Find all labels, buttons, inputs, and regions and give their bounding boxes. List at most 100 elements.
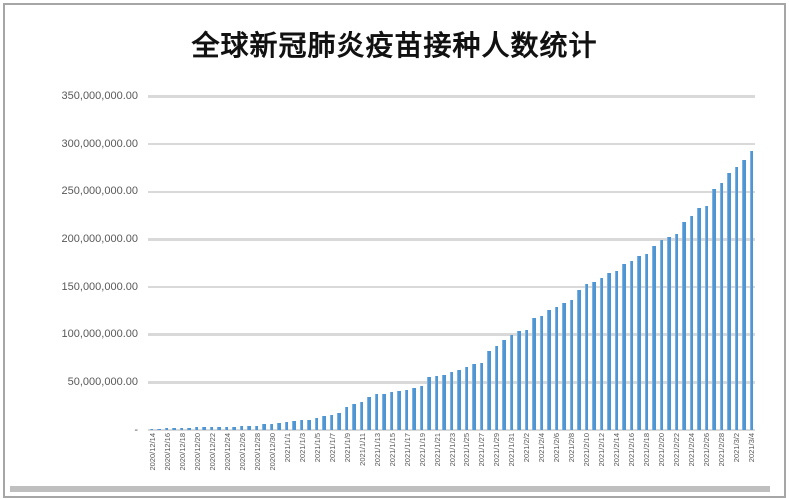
bar bbox=[292, 421, 296, 430]
bar bbox=[449, 371, 454, 430]
x-axis-label: 2021/2/26 bbox=[702, 433, 712, 467]
chart-title: 全球新冠肺炎疫苗接种人数统计 bbox=[191, 29, 598, 62]
bar bbox=[509, 334, 514, 430]
bar bbox=[202, 427, 206, 430]
bar bbox=[584, 283, 589, 430]
bar bbox=[689, 216, 694, 430]
bar bbox=[299, 420, 304, 430]
bar bbox=[419, 385, 424, 430]
bar bbox=[329, 415, 334, 430]
y-axis-label: - bbox=[134, 423, 138, 436]
x-axis-label: 2021/1/21 bbox=[432, 433, 442, 467]
gridline bbox=[148, 238, 755, 241]
bar bbox=[217, 426, 221, 430]
x-axis-label: 2021/2/24 bbox=[687, 433, 697, 467]
x-axis-label: 2021/2/4 bbox=[537, 433, 547, 463]
bar bbox=[712, 189, 716, 430]
bar bbox=[524, 329, 529, 430]
bar bbox=[382, 393, 386, 430]
bar bbox=[262, 424, 266, 430]
x-axis-label: 2021/1/3 bbox=[297, 433, 307, 463]
bar bbox=[179, 427, 184, 430]
bar bbox=[187, 427, 191, 430]
y-axis-label: 300,000,000.00 bbox=[61, 137, 138, 150]
bar bbox=[667, 237, 671, 430]
bar bbox=[629, 261, 634, 430]
x-axis-label: 2021/2/18 bbox=[642, 433, 652, 467]
gridline bbox=[148, 333, 755, 336]
bar bbox=[224, 426, 229, 430]
x-axis-label: 2021/1/13 bbox=[372, 433, 382, 467]
x-axis-label: 2020/12/14 bbox=[147, 433, 157, 471]
bar bbox=[697, 208, 701, 430]
x-axis-label: 2021/1/1 bbox=[282, 433, 292, 463]
bar bbox=[307, 419, 311, 430]
bar bbox=[464, 366, 469, 430]
y-axis-label: 150,000,000.00 bbox=[61, 280, 138, 293]
gridline bbox=[148, 142, 755, 146]
x-axis-label: 2021/2/16 bbox=[627, 433, 637, 467]
x-axis-label: 2021/2/8 bbox=[567, 433, 577, 463]
bar bbox=[652, 246, 656, 430]
bar bbox=[719, 183, 724, 430]
x-axis-label: 2021/2/20 bbox=[657, 433, 667, 467]
bar bbox=[577, 289, 581, 430]
x-axis-label: 2020/12/16 bbox=[162, 433, 172, 471]
x-axis-label: 2021/1/17 bbox=[402, 433, 412, 467]
bar bbox=[149, 428, 154, 430]
x-axis-label: 2021/2/14 bbox=[612, 433, 622, 467]
x-axis-label: 2020/12/30 bbox=[267, 433, 277, 471]
x-axis-label: 2020/12/26 bbox=[237, 433, 247, 471]
bar bbox=[352, 403, 356, 430]
bar bbox=[472, 364, 476, 430]
bar bbox=[277, 422, 281, 430]
x-axis-label: 2021/1/9 bbox=[342, 433, 352, 463]
x-axis-label: 2020/12/22 bbox=[207, 433, 217, 471]
x-axis-label: 2020/12/18 bbox=[177, 433, 187, 471]
y-axis-label: 100,000,000.00 bbox=[61, 328, 138, 341]
bar bbox=[322, 416, 326, 430]
y-axis-label: 250,000,000.00 bbox=[61, 185, 138, 198]
bar bbox=[172, 428, 176, 430]
bar bbox=[239, 426, 244, 430]
bar bbox=[734, 167, 738, 430]
x-axis-label: 2021/1/23 bbox=[447, 433, 457, 467]
x-axis-label: 2021/1/15 bbox=[387, 433, 397, 467]
bar bbox=[254, 425, 259, 430]
bar bbox=[374, 393, 379, 430]
gridline bbox=[148, 190, 755, 194]
x-axis-label: 2021/1/19 bbox=[417, 433, 427, 467]
gridline bbox=[148, 285, 755, 289]
bar bbox=[247, 426, 251, 430]
x-axis-label: 2021/2/22 bbox=[672, 433, 682, 467]
bar bbox=[194, 427, 199, 430]
x-axis-label: 2021/1/25 bbox=[462, 433, 472, 467]
bar bbox=[539, 315, 544, 430]
bar bbox=[269, 423, 274, 430]
horizontal-scrollbar[interactable] bbox=[10, 486, 770, 492]
bar bbox=[337, 412, 341, 430]
bar bbox=[502, 340, 506, 430]
bar bbox=[164, 428, 169, 430]
x-axis-label: 2021/3/2 bbox=[732, 433, 742, 463]
x-axis-label: 2021/2/2 bbox=[522, 433, 532, 463]
bar bbox=[284, 422, 289, 430]
x-axis-label: 2021/2/28 bbox=[717, 433, 727, 467]
x-axis-label: 2021/2/6 bbox=[552, 433, 562, 463]
x-axis-label: 2021/1/27 bbox=[477, 433, 487, 467]
bar bbox=[704, 205, 709, 430]
bar bbox=[547, 310, 551, 430]
bar bbox=[479, 362, 484, 430]
x-axis-label: 2021/1/29 bbox=[492, 433, 502, 467]
x-axis-label: 2020/12/28 bbox=[252, 433, 262, 471]
x-axis-label: 2021/1/5 bbox=[312, 433, 322, 463]
bar bbox=[637, 255, 641, 430]
bar bbox=[232, 426, 236, 430]
bar bbox=[644, 253, 649, 430]
bar bbox=[622, 264, 626, 430]
x-axis-label: 2020/12/24 bbox=[222, 433, 232, 471]
bar bbox=[412, 388, 416, 430]
bar bbox=[682, 221, 686, 430]
bar bbox=[389, 392, 394, 430]
bar bbox=[674, 233, 679, 430]
